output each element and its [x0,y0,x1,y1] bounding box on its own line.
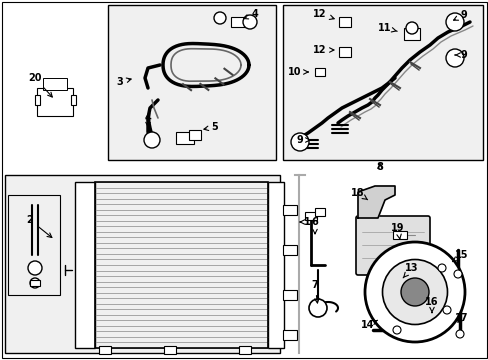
Text: 1: 1 [300,217,310,227]
Circle shape [405,22,417,34]
Bar [403,28,419,40]
Text: 2: 2 [26,215,52,238]
Bar [43,78,67,90]
Text: 20: 20 [28,73,52,97]
Circle shape [214,12,225,24]
Bar [338,47,350,57]
Text: 17: 17 [454,313,468,323]
Text: 18: 18 [350,188,367,200]
Text: 8: 8 [376,162,383,172]
Bar [75,182,95,348]
Circle shape [445,49,463,67]
Circle shape [382,260,447,324]
Bar [70,95,75,105]
Bar [283,5,482,160]
Bar [8,195,60,295]
Bar [5,175,280,353]
Bar [108,5,275,160]
Bar [392,231,406,239]
Bar [283,205,296,215]
Bar [176,132,194,144]
Bar [163,346,176,354]
Bar [283,245,296,255]
Text: 5: 5 [203,122,218,132]
Circle shape [442,306,450,314]
Bar [230,17,244,27]
Text: 4: 4 [144,113,151,127]
Text: 19: 19 [390,223,404,239]
Circle shape [364,242,464,342]
Circle shape [445,13,463,31]
Bar [267,182,284,348]
Bar [283,330,296,340]
Text: 6: 6 [311,217,318,234]
Circle shape [400,278,428,306]
Circle shape [30,278,40,288]
Text: 7: 7 [311,280,318,303]
Text: 11: 11 [378,23,396,33]
Text: 16: 16 [425,297,438,312]
Text: 9: 9 [453,10,467,20]
Text: 10: 10 [287,67,307,77]
Bar [305,212,316,220]
Bar [35,95,40,105]
Bar [314,68,325,76]
Text: 15: 15 [451,250,468,262]
Text: 13: 13 [402,263,418,278]
Circle shape [455,330,463,338]
Text: 9: 9 [454,50,467,60]
Bar [37,88,73,116]
Circle shape [28,261,42,275]
Text: 12: 12 [313,45,333,55]
Text: 3: 3 [116,77,131,87]
Bar [283,290,296,300]
Circle shape [437,264,445,272]
Text: 9: 9 [296,135,309,145]
Polygon shape [357,186,394,218]
Bar [239,346,250,354]
FancyBboxPatch shape [355,216,429,275]
Bar [314,208,325,216]
Bar [338,17,350,27]
Circle shape [308,299,326,317]
Bar [189,130,201,140]
Circle shape [392,326,400,334]
Circle shape [453,270,461,278]
Text: 4: 4 [243,9,258,19]
Circle shape [243,15,257,29]
Bar [99,346,111,354]
Text: 14: 14 [361,320,377,330]
Bar [95,182,267,348]
Circle shape [290,133,308,151]
Circle shape [143,132,160,148]
Bar [30,280,40,286]
Text: 12: 12 [313,9,333,19]
